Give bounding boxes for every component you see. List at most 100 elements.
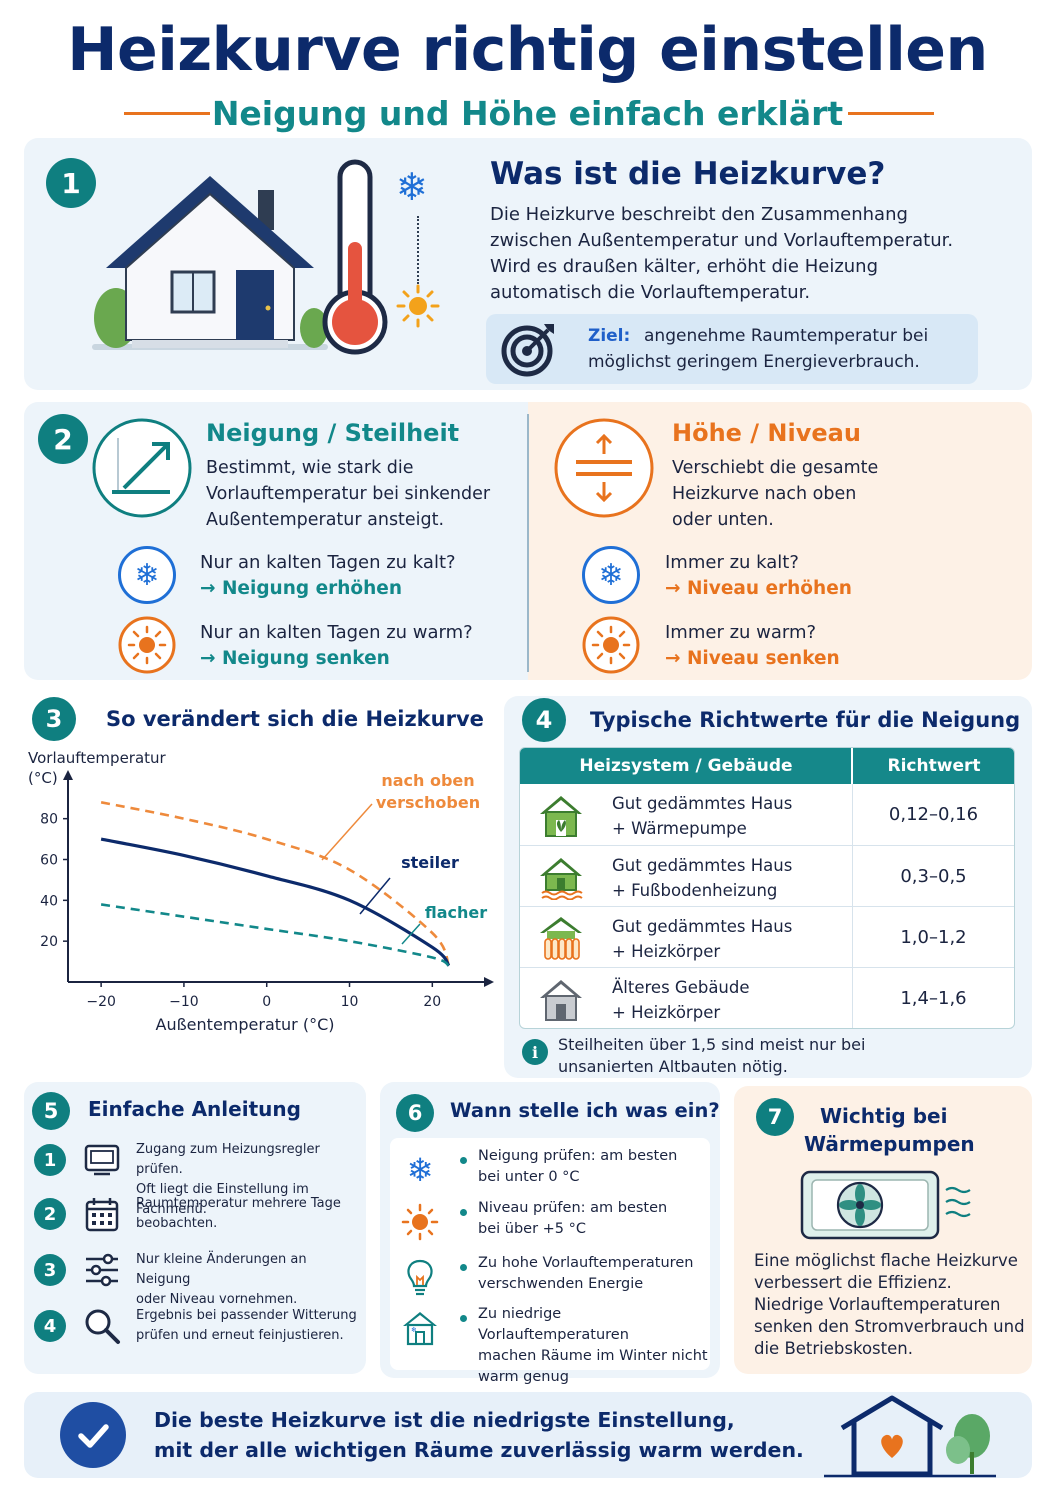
series-leader-1 [359, 877, 391, 915]
hoehe-heading: Höhe / Niveau [672, 419, 861, 447]
table-header-value: Richtwert [887, 756, 981, 776]
row-label: Gut gedämmtes Haus + Wärmepumpe [612, 792, 792, 842]
house-heart-icon [824, 1395, 996, 1478]
list-item-line-2: machen Räume im Winter nicht [478, 1348, 708, 1365]
x-tick-label: 10 [341, 994, 359, 1010]
table-row: Gut gedämmtes Haus + Wärmepumpe 0,12–0,1… [520, 784, 1014, 845]
sun-icon [396, 284, 440, 328]
row-label-line-2: + Heizkörper [612, 941, 721, 961]
neigung-cold-answer: → Neigung erhöhen [200, 578, 403, 599]
section-number-1: 1 [46, 158, 96, 208]
hoehe-snowflake-icon: ❄ [582, 546, 640, 604]
hoehe-warm-question: Immer zu warm? [665, 622, 817, 643]
list-item-line-2: bei unter 0 °C [478, 1169, 580, 1186]
y-axis-label: Vorlauftemperatur [28, 749, 167, 767]
section4-heading: Typische Richtwerte für die Neigung [590, 708, 1021, 732]
row-label-line-2: + Wärmepumpe [612, 818, 747, 838]
page-subtitle: Neigung und Höhe einfach erklärt [211, 94, 844, 133]
goal-label: Ziel: [588, 326, 631, 346]
summary-banner: Die beste Heizkurve ist die niedrigste E… [24, 1392, 1032, 1478]
section7-body-line-2: verbessert die Effizienz. [754, 1273, 952, 1292]
x-tick-label: −20 [86, 994, 116, 1010]
y-tick-label: 20 [40, 934, 58, 950]
table-row: Älteres Gebäude + Heizkörper 1,4–1,6 [520, 967, 1014, 1028]
row-label-line-1: Gut gedämmtes Haus [612, 856, 793, 875]
row-label-line-1: Älteres Gebäude [612, 978, 750, 997]
section-number-5: 5 [32, 1092, 70, 1130]
hoehe-sun-icon [582, 616, 640, 674]
guide-note-line-2: unsanierten Altbauten nötig. [558, 1057, 788, 1076]
x-axis-arrow [484, 977, 494, 987]
series-line-1 [100, 837, 451, 967]
step-text-line-2: oder Niveau vornehmen. [136, 1292, 298, 1308]
section2-divider [527, 414, 529, 672]
section7-body-line-1: Eine möglichst flache Heizkurve [754, 1251, 1018, 1270]
guide-step: 1 Zugang zum Heizungsregler prüfen. Oft … [24, 1140, 364, 1217]
list-item: Zu hohe Vorlauftemperaturen verschwenden… [390, 1253, 710, 1305]
section1-heading: Was ist die Heizkurve? [490, 156, 886, 192]
list-item-text: Neigung prüfen: am besten bei unter 0 °C [478, 1146, 677, 1188]
summary-line-2: mit der alle wichtigen Räume zuverlässig… [154, 1438, 804, 1462]
row-label: Gut gedämmtes Haus + Fußbodenheizung [612, 854, 792, 904]
step-text-line-2: prüfen und erneut feinjustieren. [136, 1328, 344, 1344]
section1-body-line-3: Wird es draußen kälter, erhöht die Heizu… [490, 256, 879, 277]
house-heatpump-icon [540, 796, 582, 837]
goal-box: Ziel: angenehme Raumtemperatur bei mögli… [486, 314, 978, 384]
table-header-system: Heizsystem / Gebäude [579, 756, 793, 776]
series-leader-2 [401, 923, 421, 945]
row-value: 0,3–0,5 [852, 846, 1014, 907]
section3-heading: So verändert sich die Heizkurve [106, 707, 484, 731]
step-text: Zugang zum Heizungsregler prüfen. Oft li… [136, 1140, 364, 1221]
guide-step: 2 Raumtemperatur mehrere Tage beobachten… [24, 1194, 364, 1244]
info-icon: i [522, 1039, 548, 1065]
row-label-line-1: Gut gedämmtes Haus [612, 794, 793, 813]
list-item-text: Niveau prüfen: am besten bei über +5 °C [478, 1198, 667, 1240]
hoehe-cold-question: Immer zu kalt? [665, 552, 799, 573]
goal-text-line-2: möglichst geringem Energieverbrauch. [588, 352, 920, 372]
list-item: ❄ Zu niedrige Vorlauftemperaturen machen… [390, 1304, 710, 1385]
series-line-0 [100, 801, 451, 967]
section-number-2: 2 [38, 414, 88, 464]
section-simple-guide: 5 Einfache Anleitung 1 Zugang zum Heizun… [24, 1082, 366, 1374]
neigung-warm-answer: → Neigung senken [200, 648, 390, 669]
row-value: 0,12–0,16 [852, 784, 1014, 845]
neigung-body-line-1: Bestimmt, wie stark die [206, 458, 414, 478]
list-item-line-1: Niveau prüfen: am besten [478, 1200, 668, 1216]
checkmark-icon [60, 1402, 126, 1468]
table-header-divider [851, 748, 853, 784]
table-body: Gut gedämmtes Haus + Wärmepumpe 0,12–0,1… [520, 784, 1014, 1028]
bullet [460, 1264, 467, 1271]
row-value: 1,0–1,2 [852, 907, 1014, 968]
y-tick-label: 60 [40, 853, 58, 869]
neigung-heading: Neigung / Steilheit [206, 419, 460, 447]
slope-icon [92, 418, 192, 518]
guide-step: 4 Ergebnis bei passender Witterung prüfe… [24, 1306, 364, 1356]
guide-note-line-1: Steilheiten über 1,5 sind meist nur bei [558, 1035, 866, 1054]
thermometer-icon [322, 159, 388, 355]
controller-icon [84, 1144, 120, 1176]
subtitle-rule-right [848, 112, 934, 115]
dotted-connector [417, 216, 419, 284]
hoehe-body-line-3: oder unten. [672, 510, 774, 530]
series-leader-0 [321, 803, 373, 861]
y-axis-arrow [63, 770, 73, 780]
step-number: 1 [34, 1144, 66, 1176]
list-item: ❄ Neigung prüfen: am besten bei unter 0 … [390, 1146, 710, 1198]
house-radiator-icon [540, 917, 582, 960]
neigung-warm-question: Nur an kalten Tagen zu warm? [200, 622, 473, 643]
calendar-icon [85, 1198, 119, 1232]
series-label-0: verschoben [376, 793, 480, 812]
list-item-line-2: bei über +5 °C [478, 1221, 587, 1238]
x-tick-label: −10 [169, 994, 199, 1010]
row-label: Älteres Gebäude + Heizkörper [612, 976, 750, 1026]
section7-body-line-4: senken den Stromverbrauch und [754, 1317, 1025, 1336]
neigung-sun-icon [118, 616, 176, 674]
section1-body-line-1: Die Heizkurve beschreibt den Zusammenhan… [490, 204, 908, 225]
cold-house-icon: ❄ [403, 1312, 437, 1346]
series-line-2 [100, 903, 450, 967]
table-row: Gut gedämmtes Haus + Fußbodenheizung 0,3… [520, 845, 1014, 907]
step-text: Raumtemperatur mehrere Tage beobachten. [136, 1194, 341, 1234]
guide-step: 3 Nur kleine Änderungen an Neigung oder … [24, 1250, 364, 1307]
x-tick-label: 0 [262, 994, 271, 1010]
lightbulb-icon [407, 1259, 433, 1296]
